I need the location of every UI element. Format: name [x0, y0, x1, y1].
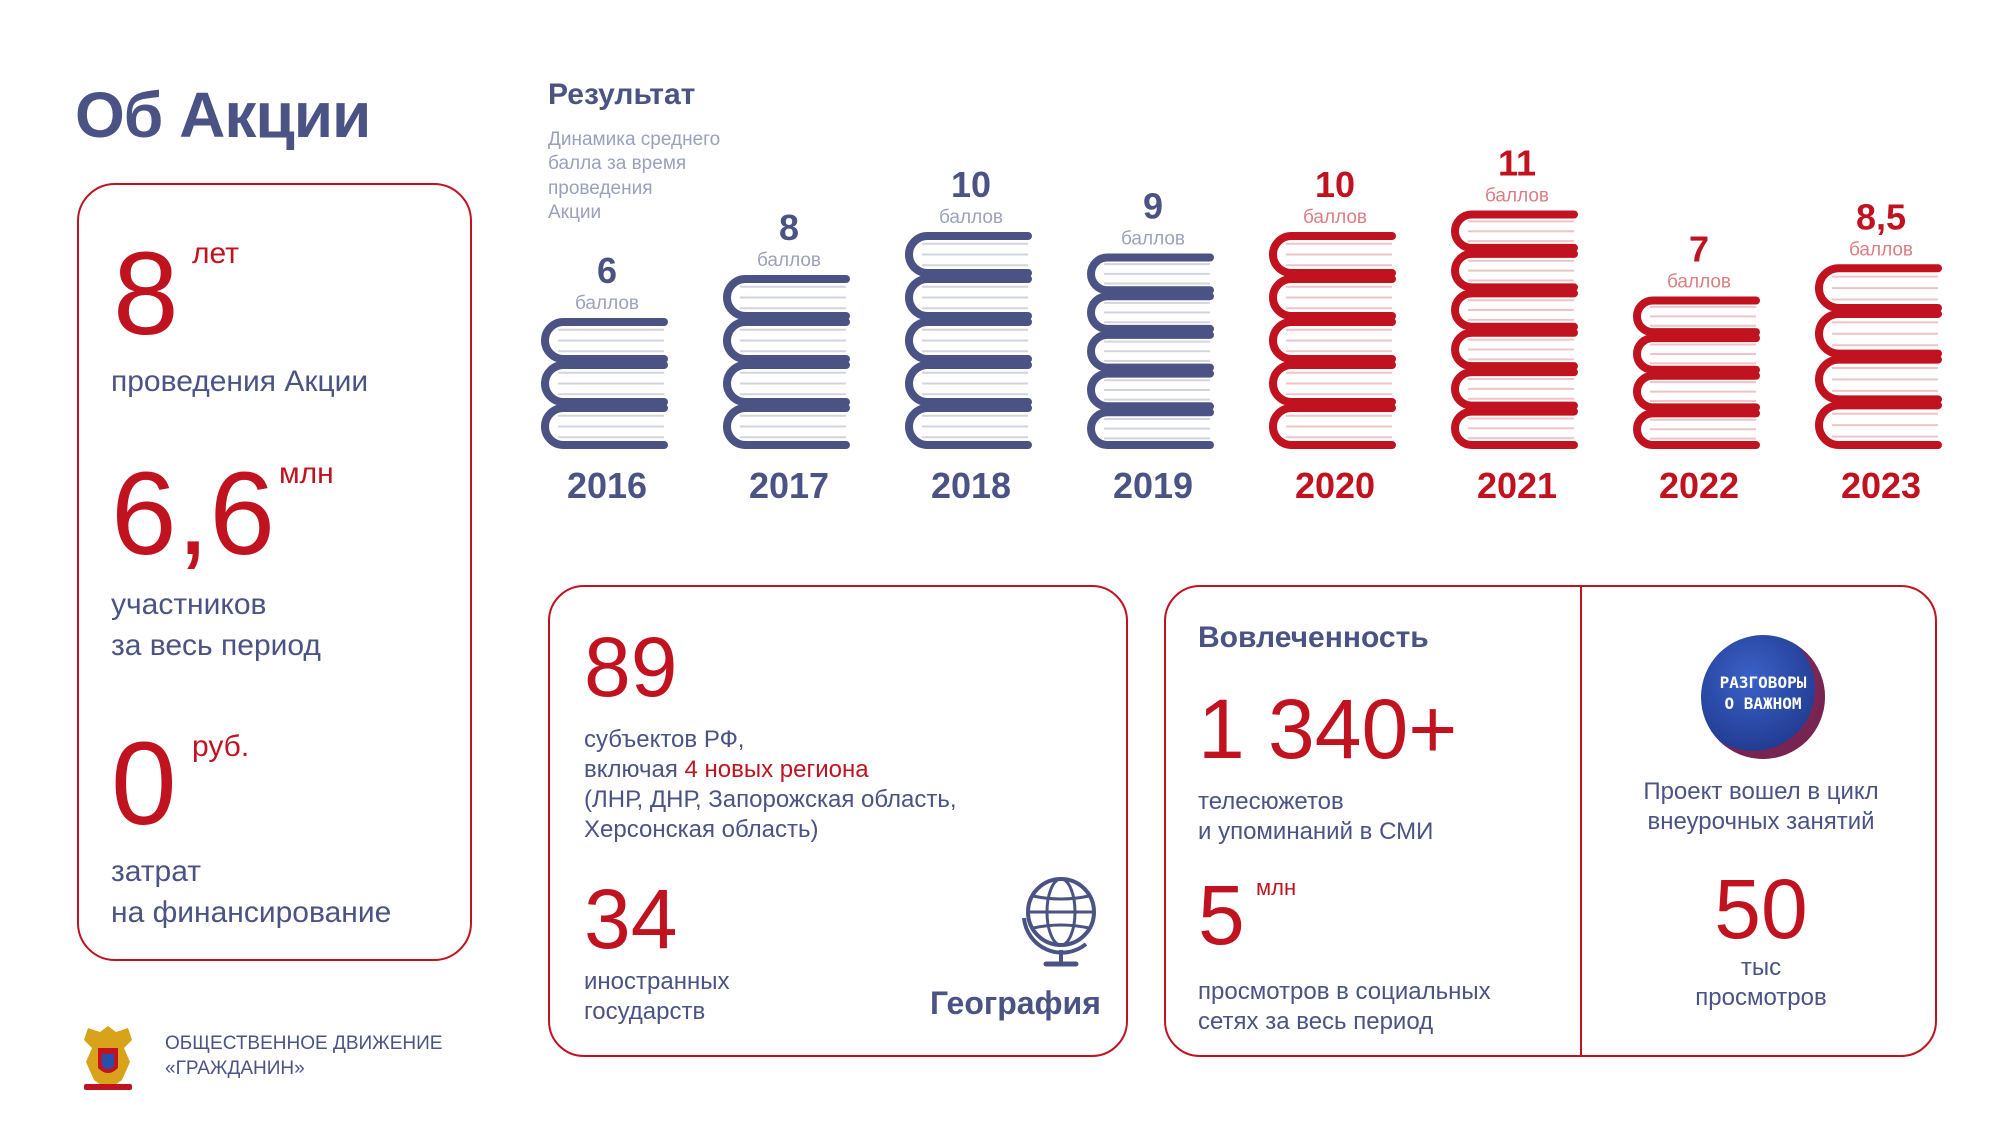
participants-label-line1: участников — [111, 588, 267, 621]
costs-label-line1: затрат — [111, 855, 201, 888]
value-label-2022: 7 — [1689, 229, 1709, 270]
value-label-2023: 8,5 — [1856, 196, 1906, 237]
media-line1: телесюжетов — [1198, 788, 1344, 815]
result-subtitle-line1: Динамика среднего — [548, 129, 721, 150]
countries-line2: государств — [584, 998, 706, 1025]
result-subtitle-line2: балла за время — [548, 153, 687, 175]
costs-stat: 0 — [111, 725, 177, 843]
unit-label-2023: баллов — [1849, 239, 1913, 260]
result-subtitle-line3: проведения — [548, 177, 653, 199]
geography-label: География — [930, 985, 1101, 1021]
media-line2: и упоминаний в СМИ — [1198, 818, 1434, 845]
book-stack-2021 — [1451, 210, 1578, 449]
year-label-2016: 2016 — [567, 465, 647, 506]
value-label-2017: 8 — [779, 207, 799, 248]
project-description: Проект вошел в цикл внеурочных занятий — [1586, 777, 1936, 837]
year-label-2018: 2018 — [931, 465, 1011, 506]
countries-line1: иностранных — [584, 968, 730, 995]
unit-label-2018: баллов — [939, 207, 1003, 228]
views-unit: млн — [1256, 875, 1297, 900]
countries-description: иностранных государств — [584, 967, 729, 1027]
score-chart: 6баллов20168баллов201710баллов20189балло… — [541, 143, 1942, 506]
regions-line2-prefix: включая — [584, 756, 685, 783]
regions-highlight: 4 новых региона — [684, 756, 869, 783]
project-unit-label: просмотров — [1695, 984, 1827, 1011]
year-label-2017: 2017 — [749, 465, 829, 506]
regions-line4: Херсонская область) — [584, 816, 819, 843]
project-text-line2: внеурочных занятий — [1647, 808, 1875, 835]
value-label-2019: 9 — [1143, 186, 1163, 227]
year-label-2022: 2022 — [1659, 465, 1739, 506]
result-title: Результат — [548, 78, 696, 111]
footer-organization: ОБЩЕСТВЕННОЕ ДВИЖЕНИЕ «ГРАЖДАНИН» — [165, 1032, 442, 1081]
countries-value: 34 — [584, 872, 678, 966]
costs-value: 0 — [111, 718, 177, 850]
book-stack-2017 — [723, 275, 850, 449]
unit-label-2016: баллов — [575, 293, 639, 314]
book-stack-2016 — [541, 318, 668, 449]
result-subtitle: Динамика среднего балла за время проведе… — [548, 128, 768, 225]
year-label-2019: 2019 — [1113, 465, 1193, 506]
regions-value: 89 — [584, 620, 678, 714]
unit-label-2022: баллов — [1667, 272, 1731, 293]
views-value: 5 — [1198, 868, 1245, 962]
project-unit: тыс — [1740, 954, 1782, 981]
year-label-2021: 2021 — [1477, 465, 1557, 506]
engagement-title: Вовлеченность — [1198, 621, 1429, 654]
views-line2: сетях за весь период — [1198, 1008, 1434, 1035]
geography-card: 89 субъектов РФ, включая 4 новых региона… — [548, 585, 1128, 1057]
footer-org-line2: «ГРАЖДАНИН» — [165, 1057, 305, 1079]
project-logo-line2: О ВАЖНОМ — [1724, 693, 1802, 713]
footer-org-line1: ОБЩЕСТВЕННОЕ ДВИЖЕНИЕ — [165, 1033, 443, 1054]
costs-label-line2: на финансирование — [111, 895, 392, 929]
costs-unit: руб. — [192, 730, 250, 763]
year-label-2020: 2020 — [1295, 465, 1375, 506]
key-stats-card: 8 лет проведения Акции 6,6 млн участнико… — [77, 183, 472, 961]
participants-label-line2: за весь период — [111, 628, 321, 662]
book-stack-2022 — [1633, 296, 1760, 449]
engagement-divider — [1580, 587, 1582, 1055]
regions-line3: (ЛНР, ДНР, Запорожская область, — [584, 786, 957, 813]
unit-label-2019: баллов — [1121, 229, 1185, 250]
globe-icon — [1022, 877, 1096, 967]
media-description: телесюжетов и упоминаний в СМИ — [1198, 787, 1433, 847]
book-stack-2020 — [1269, 232, 1396, 449]
years-stat: 8 — [113, 235, 179, 353]
regions-line2: включая 4 новых региона — [584, 755, 957, 785]
project-views-unit: тыс просмотров — [1586, 953, 1936, 1013]
participants-value: 6,6 — [111, 448, 276, 580]
unit-label-2017: баллов — [757, 250, 821, 271]
value-label-2021: 11 — [1498, 143, 1536, 184]
engagement-card: Вовлеченность 1 340+ телесюжетов и упоми… — [1164, 585, 1937, 1057]
regions-line1: субъектов РФ, — [584, 726, 745, 753]
coat-of-arms-icon — [84, 1026, 132, 1090]
project-text-line1: Проект вошел в цикл — [1643, 778, 1879, 805]
project-logo-line1: РАЗГОВОРЫ — [1719, 673, 1807, 692]
value-label-2018: 10 — [951, 164, 991, 205]
views-description: просмотров в социальных сетях за весь пе… — [1198, 977, 1491, 1037]
unit-label-2021: баллов — [1485, 186, 1549, 207]
views-line1: просмотров в социальных — [1198, 978, 1491, 1005]
page-title: Об Акции — [75, 79, 371, 151]
book-stack-2019 — [1087, 253, 1214, 449]
participants-label: участников за весь период — [111, 585, 321, 666]
participants-unit: млн — [279, 457, 334, 490]
book-stack-2018 — [905, 232, 1032, 449]
regions-description: субъектов РФ, включая 4 новых региона (Л… — [584, 725, 957, 845]
year-label-2023: 2023 — [1841, 465, 1921, 506]
years-label: проведения Акции — [111, 365, 369, 398]
book-stack-2023 — [1815, 264, 1942, 449]
value-label-2016: 6 — [597, 250, 617, 291]
media-value: 1 340+ — [1198, 682, 1458, 776]
years-unit: лет — [192, 237, 239, 270]
years-value: 8 — [113, 228, 179, 360]
value-label-2020: 10 — [1315, 164, 1355, 205]
costs-label: затрат на финансирование — [111, 852, 391, 933]
project-logo: РАЗГОВОРЫ О ВАЖНОМ — [1701, 635, 1825, 759]
unit-label-2020: баллов — [1303, 207, 1367, 228]
participants-stat: 6,6 — [111, 455, 275, 573]
result-subtitle-line4: Акции — [548, 201, 602, 223]
project-views-value: 50 — [1714, 862, 1808, 956]
